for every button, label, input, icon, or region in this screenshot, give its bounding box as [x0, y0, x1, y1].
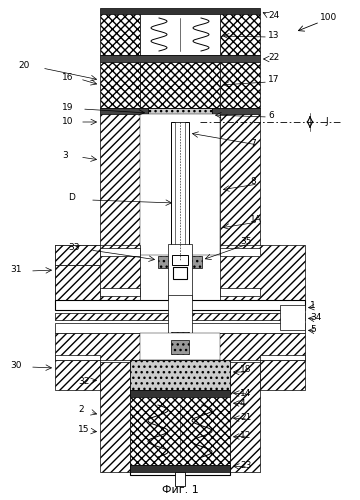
Text: 33: 33	[68, 244, 80, 252]
Bar	[55, 245, 140, 300]
Bar	[171, 340, 189, 354]
Text: 10: 10	[62, 118, 73, 126]
Bar	[130, 360, 230, 390]
Text: 3: 3	[62, 150, 68, 160]
Text: 24: 24	[268, 10, 279, 20]
Bar	[220, 288, 260, 296]
Bar	[220, 14, 260, 55]
Bar	[260, 355, 305, 360]
Bar	[172, 255, 188, 265]
Text: 13: 13	[268, 30, 279, 40]
Bar	[158, 256, 174, 268]
Bar	[168, 295, 192, 335]
Text: 14: 14	[240, 388, 251, 398]
Bar	[130, 390, 230, 397]
Bar	[140, 114, 220, 255]
Text: 15: 15	[78, 426, 90, 434]
Bar	[186, 256, 202, 268]
Bar	[148, 108, 212, 122]
Text: 22: 22	[268, 54, 279, 62]
Text: 1: 1	[310, 300, 316, 310]
Bar	[55, 360, 100, 390]
Text: 12: 12	[240, 430, 251, 440]
Text: 30: 30	[10, 360, 22, 370]
Text: 1A: 1A	[250, 216, 262, 224]
Text: J: J	[325, 118, 328, 126]
Bar	[173, 267, 187, 279]
Bar	[175, 122, 185, 255]
Bar	[230, 362, 260, 472]
Text: 6: 6	[268, 110, 274, 120]
Bar	[100, 248, 140, 256]
Polygon shape	[220, 114, 260, 255]
Bar	[100, 108, 260, 114]
Bar	[55, 313, 305, 320]
Text: 8: 8	[250, 178, 256, 186]
Bar	[220, 62, 260, 108]
Bar	[100, 288, 140, 296]
Text: 31: 31	[10, 266, 22, 274]
Bar	[190, 333, 305, 360]
Text: 100: 100	[320, 14, 337, 22]
Text: 18: 18	[240, 366, 252, 374]
Bar	[100, 62, 140, 108]
Text: 20: 20	[18, 60, 30, 70]
Text: D: D	[68, 194, 75, 202]
Bar	[100, 55, 260, 62]
Bar	[130, 465, 230, 472]
Bar	[55, 323, 305, 333]
Bar	[140, 62, 220, 108]
Bar	[55, 333, 170, 360]
Text: 21: 21	[240, 414, 251, 422]
Text: 2: 2	[78, 406, 84, 414]
Bar	[55, 313, 305, 320]
Bar	[100, 14, 140, 55]
Bar	[280, 305, 305, 330]
Bar	[55, 245, 100, 265]
Text: 23: 23	[240, 462, 251, 470]
Bar	[171, 122, 189, 255]
Bar	[55, 355, 100, 360]
Bar	[168, 244, 192, 300]
Text: 35: 35	[240, 238, 252, 246]
Bar	[220, 245, 305, 300]
Text: 32: 32	[78, 378, 89, 386]
Polygon shape	[100, 114, 140, 255]
Text: 34: 34	[310, 314, 321, 322]
Bar	[55, 300, 305, 310]
Text: 7: 7	[250, 138, 256, 147]
Bar	[175, 472, 185, 486]
Bar	[171, 332, 189, 342]
Bar	[220, 248, 260, 256]
Text: 5: 5	[310, 326, 316, 334]
Bar	[100, 362, 130, 472]
Text: Фиг. 1: Фиг. 1	[162, 485, 198, 495]
Text: 16: 16	[62, 72, 73, 82]
Text: 4: 4	[240, 398, 246, 407]
Bar	[130, 397, 230, 465]
Bar	[130, 360, 230, 475]
Bar	[55, 265, 100, 300]
Bar	[100, 8, 260, 14]
Bar	[140, 14, 220, 55]
Bar	[140, 333, 220, 360]
Text: 17: 17	[268, 76, 279, 84]
Bar	[260, 360, 305, 390]
Text: 19: 19	[62, 102, 73, 112]
